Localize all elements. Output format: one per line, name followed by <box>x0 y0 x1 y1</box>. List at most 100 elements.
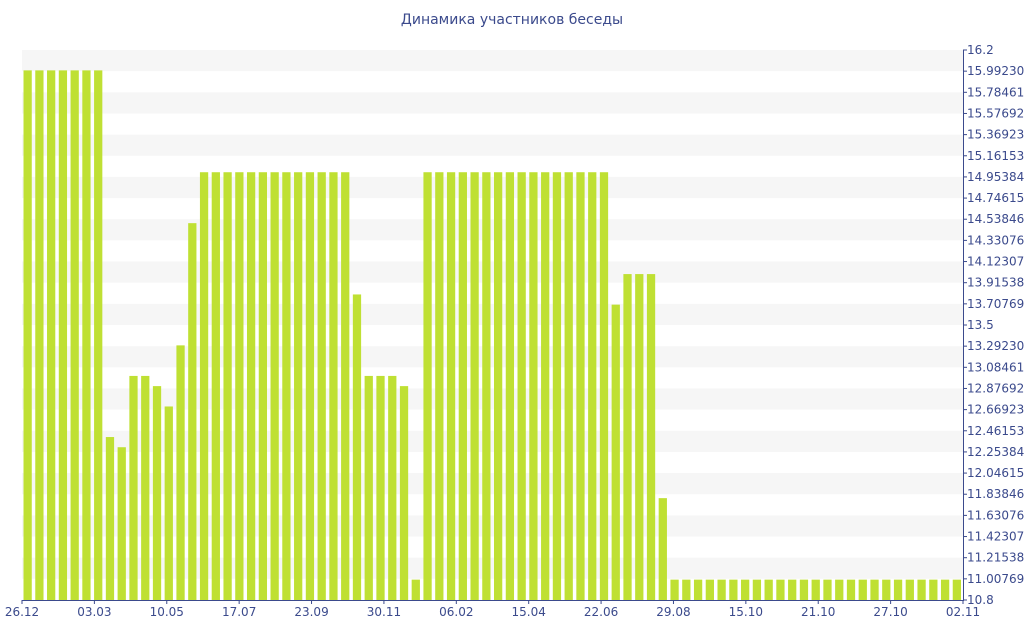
bar[interactable] <box>893 579 903 600</box>
x-tick-label: 21.10 <box>801 605 835 619</box>
bar[interactable] <box>799 579 809 600</box>
bar[interactable] <box>611 304 620 600</box>
bar[interactable] <box>729 579 738 600</box>
bar[interactable] <box>705 579 714 600</box>
bar[interactable] <box>905 579 914 600</box>
bar[interactable] <box>47 70 56 601</box>
bar[interactable] <box>376 375 385 600</box>
bar[interactable] <box>741 579 750 600</box>
bar[interactable] <box>82 70 91 601</box>
bar[interactable] <box>929 579 938 600</box>
bar[interactable] <box>776 579 785 600</box>
bar[interactable] <box>94 70 103 601</box>
bar[interactable] <box>882 579 891 600</box>
bar[interactable] <box>388 375 397 600</box>
bar[interactable] <box>364 375 373 600</box>
bar[interactable] <box>529 172 538 600</box>
bar[interactable] <box>282 172 291 600</box>
bar[interactable] <box>294 172 303 600</box>
bar[interactable] <box>23 70 32 601</box>
bar[interactable] <box>176 345 185 600</box>
grid-band <box>22 515 963 537</box>
bar[interactable] <box>470 172 479 600</box>
bar[interactable] <box>188 223 197 601</box>
bar[interactable] <box>58 70 68 601</box>
bar[interactable] <box>623 274 632 600</box>
bar[interactable] <box>117 447 126 600</box>
bar[interactable] <box>870 579 879 600</box>
y-tick-label: 11.63076 <box>967 508 1024 522</box>
y-axis-ticks: 16.2 15.99230 15.78461 15.57692 15.36923 15.1… <box>963 43 1024 607</box>
bar[interactable] <box>846 579 856 600</box>
bar[interactable] <box>105 437 115 600</box>
y-tick-label: 11.42307 <box>967 530 1024 544</box>
bar[interactable] <box>917 579 926 600</box>
bar[interactable] <box>482 172 491 600</box>
bar[interactable] <box>164 406 173 600</box>
bar[interactable] <box>693 579 703 600</box>
x-tick-label: 06.02 <box>439 605 473 619</box>
bar[interactable] <box>564 172 573 600</box>
bar[interactable] <box>435 172 444 600</box>
bar[interactable] <box>129 375 138 600</box>
bar[interactable] <box>270 172 279 600</box>
bar[interactable] <box>329 172 338 600</box>
bar[interactable] <box>752 579 762 600</box>
bar[interactable] <box>835 579 844 600</box>
bar[interactable] <box>670 579 679 600</box>
grid-bands <box>22 50 963 579</box>
bar[interactable] <box>588 172 597 600</box>
bar[interactable] <box>258 172 268 600</box>
bar[interactable] <box>682 579 691 600</box>
bar[interactable] <box>223 172 232 600</box>
y-tick-label: 10.8 <box>967 593 994 607</box>
y-tick-label: 12.87692 <box>967 381 1024 395</box>
bar[interactable] <box>541 172 550 600</box>
bar[interactable] <box>235 172 244 600</box>
grid-band <box>22 92 963 114</box>
x-tick-label: 26.12 <box>5 605 39 619</box>
bar[interactable] <box>505 172 515 600</box>
bar[interactable] <box>141 375 150 600</box>
grid-band <box>22 430 963 452</box>
bar[interactable] <box>423 172 432 600</box>
bar[interactable] <box>552 172 562 600</box>
bar[interactable] <box>599 172 609 600</box>
x-tick-label: 29.08 <box>656 605 690 619</box>
bar[interactable] <box>811 579 820 600</box>
bar[interactable] <box>246 172 256 600</box>
bar[interactable] <box>341 172 350 600</box>
bar[interactable] <box>352 294 362 600</box>
bar[interactable] <box>658 498 667 600</box>
bar[interactable] <box>70 70 79 601</box>
bar[interactable] <box>576 172 585 600</box>
y-tick-label: 14.33076 <box>967 233 1024 247</box>
y-tick-label: 12.46153 <box>967 424 1024 438</box>
bar[interactable] <box>317 172 326 600</box>
bar[interactable] <box>399 386 409 600</box>
bar[interactable] <box>635 274 644 600</box>
bar[interactable] <box>717 579 726 600</box>
bar[interactable] <box>858 579 867 600</box>
bar[interactable] <box>952 579 961 600</box>
bar[interactable] <box>35 70 44 601</box>
bar[interactable] <box>211 172 220 600</box>
bar[interactable] <box>940 579 950 600</box>
bar[interactable] <box>764 579 773 600</box>
bar[interactable] <box>446 172 456 600</box>
bar[interactable] <box>152 386 162 600</box>
bar[interactable] <box>494 172 503 600</box>
bar[interactable] <box>646 274 656 600</box>
bar[interactable] <box>788 579 797 600</box>
bar[interactable] <box>823 579 832 600</box>
bar[interactable] <box>517 172 526 600</box>
grid-band <box>22 176 963 199</box>
bar[interactable] <box>458 172 467 600</box>
bar[interactable] <box>199 172 209 600</box>
x-tick-label: 30.11 <box>367 605 401 619</box>
y-tick-label: 12.66923 <box>967 403 1024 417</box>
x-tick-label: 15.10 <box>729 605 763 619</box>
bar[interactable] <box>411 579 420 600</box>
bar[interactable] <box>305 172 315 600</box>
grid-band <box>22 219 963 241</box>
